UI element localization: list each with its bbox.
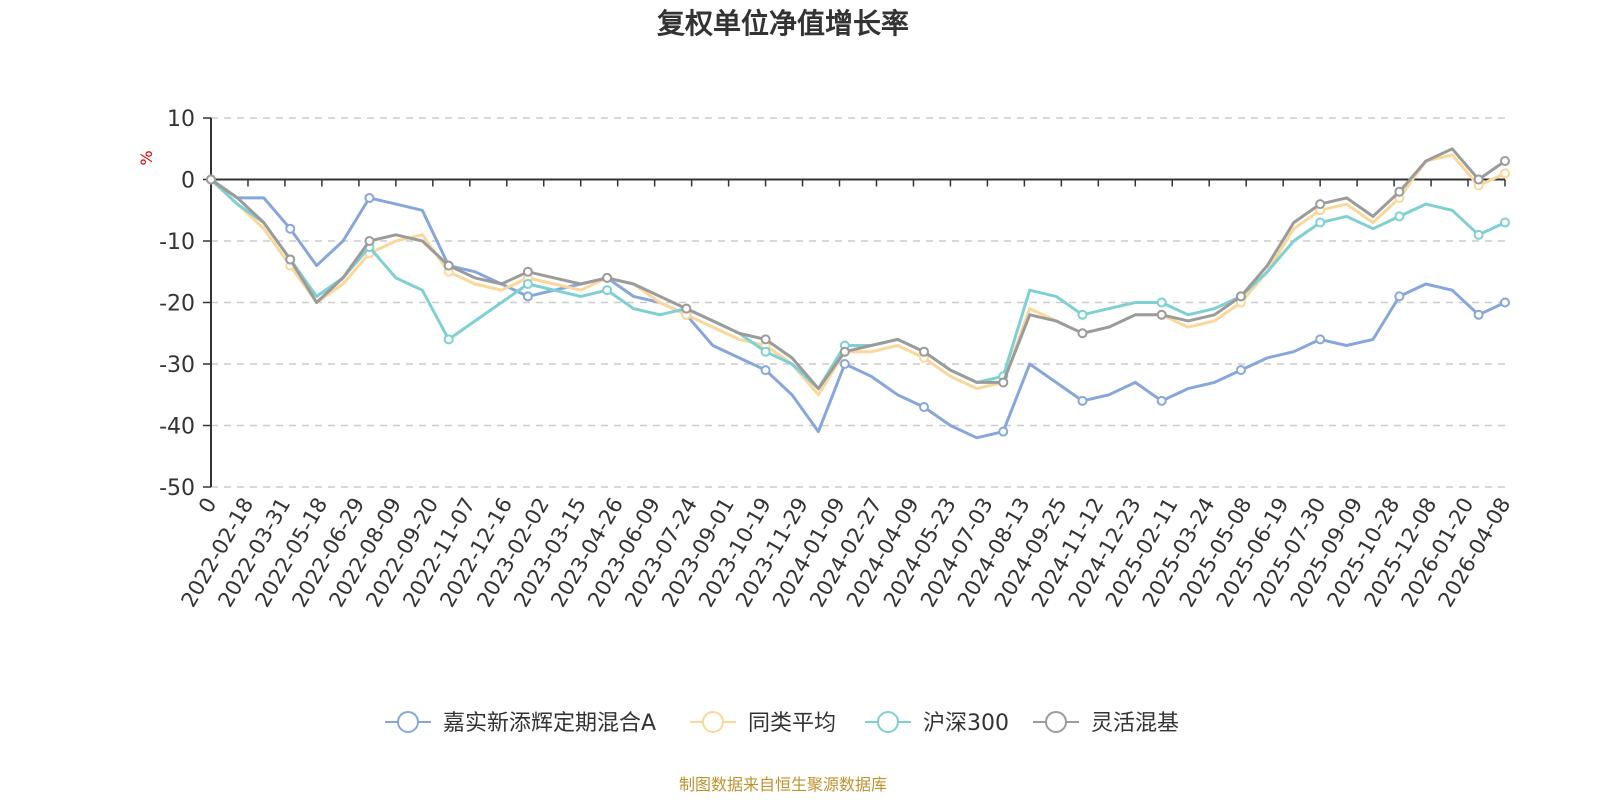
- data-point: [839, 346, 850, 357]
- series-line: [210, 178, 1506, 440]
- legend-marker: [397, 711, 419, 733]
- data-point: [1235, 291, 1246, 302]
- series-lines: [206, 147, 1510, 440]
- legend-item[interactable]: 同类平均: [690, 711, 836, 736]
- axes: [203, 117, 1506, 488]
- series-1: [206, 153, 1510, 397]
- legend-label: 同类平均: [748, 711, 836, 736]
- data-point: [1315, 199, 1326, 210]
- data-point: [1077, 328, 1088, 339]
- data-point: [1500, 168, 1510, 179]
- y-tick-labels: 10 0 -10 -20 -30 -40 -50: [159, 107, 195, 501]
- x-tick-labels: 02022-02-182022-03-312022-05-182022-06-2…: [176, 494, 1515, 612]
- data-point: [364, 236, 375, 246]
- data-point: [1315, 217, 1326, 228]
- data-point: [1077, 395, 1088, 406]
- x-tick-label: 0: [194, 494, 221, 518]
- data-point: [443, 334, 454, 345]
- data-point: [1473, 309, 1484, 320]
- data-point: [1500, 297, 1510, 308]
- data-point: [1394, 291, 1405, 302]
- data-point: [1473, 174, 1484, 185]
- data-point: [760, 334, 771, 345]
- data-point: [285, 223, 296, 234]
- data-point: [364, 192, 375, 203]
- y-tick-label: -20: [159, 292, 195, 317]
- y-tick-label: 0: [181, 169, 195, 194]
- series-line: [209, 178, 1506, 391]
- series-line: [209, 153, 1506, 397]
- data-point: [285, 254, 296, 265]
- data-point: [839, 359, 850, 369]
- legend-marker: [877, 711, 899, 733]
- legend-item[interactable]: 沪深300: [865, 711, 1009, 736]
- data-point: [1500, 217, 1510, 228]
- y-tick-label: -10: [159, 230, 195, 255]
- data-point: [919, 346, 930, 357]
- y-tick-label: -30: [159, 353, 195, 378]
- legend-label: 嘉实新添辉定期混合A: [443, 711, 656, 736]
- data-point: [681, 303, 692, 314]
- data-point: [1394, 186, 1405, 197]
- data-point: [1315, 334, 1326, 345]
- legend-marker: [702, 711, 724, 733]
- legend-marker: [1045, 711, 1067, 733]
- data-point: [602, 285, 613, 296]
- data-point: [1156, 309, 1167, 320]
- series-3: [206, 147, 1510, 391]
- data-point: [998, 426, 1009, 437]
- data-point: [1156, 395, 1167, 406]
- grid-lines: [211, 117, 1505, 488]
- data-point: [1235, 365, 1246, 376]
- data-point: [1394, 211, 1405, 222]
- data-point: [1156, 297, 1167, 308]
- data-point: [522, 291, 533, 302]
- data-point: [760, 365, 771, 376]
- data-point: [1473, 229, 1484, 240]
- data-point: [760, 346, 771, 357]
- y-tick-label: -40: [159, 415, 195, 440]
- series-line: [210, 147, 1506, 391]
- legend[interactable]: 嘉实新添辉定期混合A 同类平均 沪深300 灵活混基: [385, 711, 1179, 736]
- data-point: [522, 266, 533, 277]
- legend-item[interactable]: 嘉实新添辉定期混合A: [385, 711, 656, 736]
- data-point: [522, 279, 533, 290]
- chart-title: 复权单位净值增长率: [657, 7, 909, 40]
- data-point: [998, 377, 1009, 388]
- y-tick-label: 10: [167, 107, 195, 132]
- legend-item[interactable]: 灵活混基: [1033, 711, 1179, 736]
- data-point: [1500, 156, 1510, 167]
- data-point: [443, 260, 454, 271]
- data-point: [602, 272, 613, 283]
- y-tick-label: -50: [159, 476, 195, 501]
- data-source-note: 制图数据来自恒生聚源数据库: [679, 775, 887, 794]
- data-point: [1077, 309, 1088, 320]
- data-point: [919, 402, 930, 413]
- legend-label: 沪深300: [923, 711, 1009, 736]
- legend-label: 灵活混基: [1091, 711, 1179, 736]
- data-point: [206, 174, 216, 185]
- y-axis-unit: %: [137, 150, 156, 165]
